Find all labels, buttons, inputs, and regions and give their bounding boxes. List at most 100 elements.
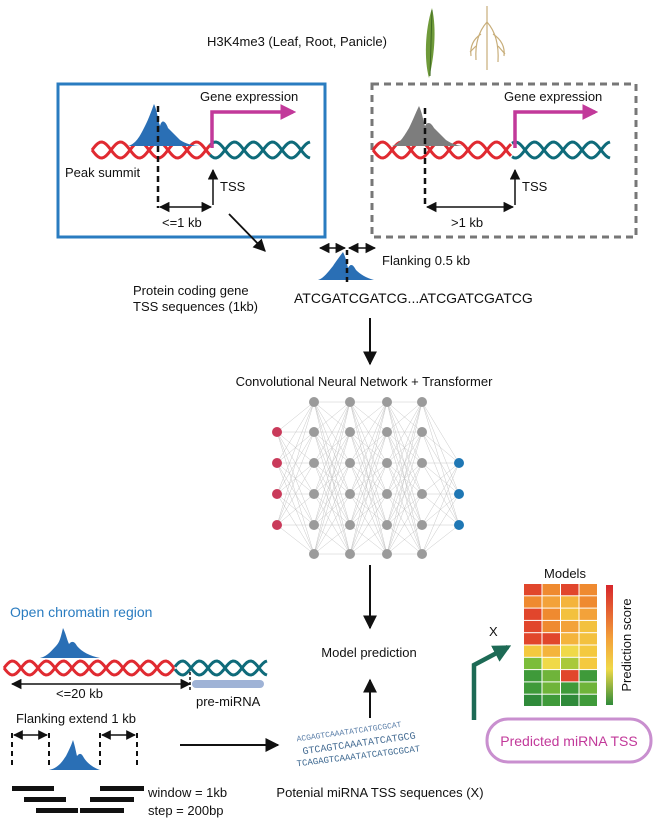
x-label: X bbox=[489, 624, 498, 639]
nn-node-l5-n2 bbox=[454, 520, 464, 530]
heatmap-cell bbox=[579, 584, 597, 596]
nn-node-l1-n2 bbox=[309, 458, 319, 468]
tss-seq-label-line1: Protein coding gene bbox=[133, 283, 249, 298]
heatmap-cell bbox=[524, 682, 542, 694]
heatmap-cell bbox=[561, 694, 579, 706]
heatmap-cell bbox=[579, 608, 597, 620]
heatmap-cell bbox=[561, 657, 579, 670]
heatmap-cell bbox=[524, 633, 542, 645]
heatmap-cell bbox=[524, 670, 542, 682]
nn-node-l2-n3 bbox=[345, 489, 355, 499]
heatmap-cell bbox=[561, 633, 579, 645]
tss-label-left: TSS bbox=[220, 179, 246, 194]
gene-expression-label-right: Gene expression bbox=[504, 89, 602, 104]
pre-mirna-label: pre-miRNA bbox=[196, 694, 261, 709]
heatmap-cell bbox=[579, 694, 597, 706]
heatmap-cell bbox=[542, 694, 560, 706]
sliding-window-bars bbox=[12, 786, 144, 813]
heatmap-cell bbox=[561, 670, 579, 682]
distance-20kb-label: <=20 kb bbox=[56, 686, 103, 701]
right-region-box bbox=[370, 82, 638, 239]
model-prediction-label: Model prediction bbox=[321, 645, 416, 660]
prediction-heatmap bbox=[524, 584, 597, 706]
nn-node-l3-n3 bbox=[382, 489, 392, 499]
neural-network bbox=[272, 397, 464, 559]
nn-node-l3-n1 bbox=[382, 427, 392, 437]
peak-shape-right bbox=[392, 106, 464, 146]
heatmap-cell bbox=[579, 645, 597, 657]
leaf-icon bbox=[425, 8, 435, 78]
heatmap-cell bbox=[542, 657, 560, 670]
window-label: window = 1kb bbox=[147, 785, 227, 800]
heatmap-cell bbox=[542, 584, 560, 596]
left-region-box bbox=[56, 82, 327, 239]
nn-node-l3-n2 bbox=[382, 458, 392, 468]
heatmap-cell bbox=[524, 608, 542, 620]
tss-sequence: ATCGATCGATCG...ATCGATCGATCG bbox=[294, 290, 533, 306]
predicted-tss-label: Predicted miRNA TSS bbox=[500, 733, 637, 749]
heatmap-cell bbox=[561, 608, 579, 620]
nn-node-l3-n0 bbox=[382, 397, 392, 407]
open-chromatin-label: Open chromatin region bbox=[10, 604, 152, 620]
heatmap-cell bbox=[542, 633, 560, 645]
nn-node-l3-n4 bbox=[382, 520, 392, 530]
potential-sequences-label: Potenial miRNA TSS sequences (X) bbox=[276, 785, 483, 800]
heatmap-cell bbox=[561, 584, 579, 596]
nn-node-l4-n1 bbox=[417, 427, 427, 437]
nn-node-l4-n4 bbox=[417, 520, 427, 530]
heatmap-cell bbox=[561, 682, 579, 694]
root-icon bbox=[469, 6, 506, 70]
dna-helix-left bbox=[90, 140, 311, 160]
gene-expression-arrow-left bbox=[210, 104, 297, 148]
peak-shape-left bbox=[128, 104, 200, 146]
nn-node-l1-n1 bbox=[309, 427, 319, 437]
left-to-sequence-arrow bbox=[228, 213, 266, 252]
nn-node-l0-n2 bbox=[272, 489, 282, 499]
nn-node-l0-n0 bbox=[272, 427, 282, 437]
open-chromatin-peak bbox=[40, 628, 100, 658]
pre-mirna-bar bbox=[192, 680, 264, 688]
distance-label-left: <=1 kb bbox=[162, 215, 202, 230]
gene-expression-arrow-right bbox=[513, 104, 599, 148]
tss-label-right: TSS bbox=[522, 179, 548, 194]
prediction-score-label: Prediction score bbox=[619, 598, 634, 691]
nn-node-l1-n0 bbox=[309, 397, 319, 407]
heatmap-cell bbox=[579, 657, 597, 670]
x-input-arrow bbox=[471, 645, 512, 720]
flanking-peak bbox=[318, 252, 374, 280]
network-title: Convolutional Neural Network + Transform… bbox=[236, 374, 494, 389]
nn-node-l2-n0 bbox=[345, 397, 355, 407]
nn-node-l5-n0 bbox=[454, 458, 464, 468]
nn-node-l4-n2 bbox=[417, 458, 427, 468]
nn-node-l5-n1 bbox=[454, 489, 464, 499]
heatmap-cell bbox=[542, 608, 560, 620]
heatmap-cell bbox=[579, 682, 597, 694]
peak-summit-label: Peak summit bbox=[65, 165, 141, 180]
heatmap-cell bbox=[542, 596, 560, 608]
heatmap-cell bbox=[579, 670, 597, 682]
heatmap-cell bbox=[561, 645, 579, 657]
nn-node-l0-n1 bbox=[272, 458, 282, 468]
nn-node-l3-n5 bbox=[382, 549, 392, 559]
nn-node-l4-n5 bbox=[417, 549, 427, 559]
heatmap-cell bbox=[542, 670, 560, 682]
nn-node-l2-n1 bbox=[345, 427, 355, 437]
distance-label-right: >1 kb bbox=[451, 215, 483, 230]
nn-node-l0-n3 bbox=[272, 520, 282, 530]
nn-node-l1-n4 bbox=[309, 520, 319, 530]
heatmap-cell bbox=[524, 584, 542, 596]
heatmap-cell bbox=[524, 645, 542, 657]
nn-node-l2-n2 bbox=[345, 458, 355, 468]
nn-node-l4-n0 bbox=[417, 397, 427, 407]
models-label: Models bbox=[544, 566, 586, 581]
heatmap-cell bbox=[524, 657, 542, 670]
heatmap-cell bbox=[524, 596, 542, 608]
flanking-extend-label: Flanking extend 1 kb bbox=[16, 711, 136, 726]
heatmap-cell bbox=[561, 620, 579, 633]
nn-node-l4-n3 bbox=[417, 489, 427, 499]
gene-expression-label-left: Gene expression bbox=[200, 89, 298, 104]
heatmap-cell bbox=[579, 633, 597, 645]
heatmap-cell bbox=[579, 620, 597, 633]
heatmap-cell bbox=[542, 645, 560, 657]
